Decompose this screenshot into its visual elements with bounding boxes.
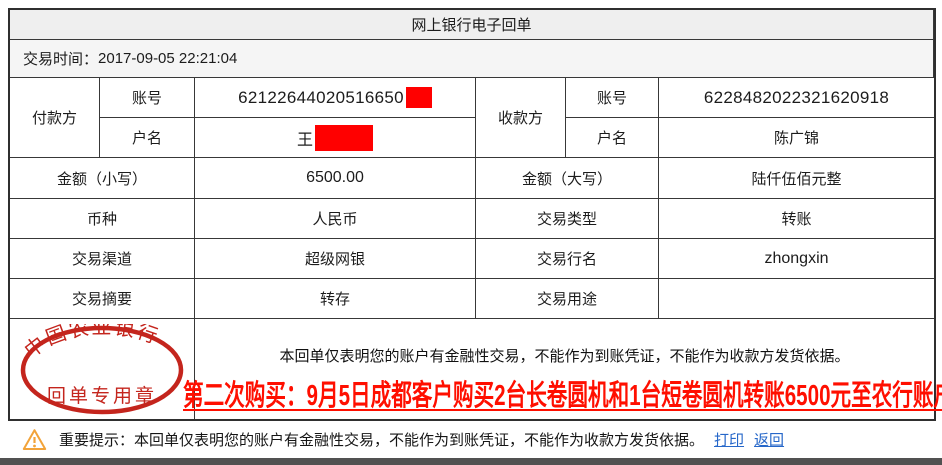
disclaimer-text: 本回单仅表明您的账户有金融性交易，不能作为到账凭证，不能作为收款方发货依据。	[279, 347, 850, 365]
payer-role-label: 付款方	[10, 78, 100, 158]
transaction-time-label: 交易时间：	[23, 51, 99, 68]
payer-name-value: 王	[195, 118, 476, 158]
channel-label: 交易渠道	[10, 239, 195, 279]
payer-name-text: 王	[296, 131, 313, 149]
payee-name-label: 户名	[566, 118, 659, 158]
handwritten-overlay-note: 第二次购买：9月5日成都客户购买2台长卷圆机和1台短卷圆机转账6500元至农行账…	[183, 380, 942, 412]
channel-value: 超级网银	[195, 239, 476, 279]
bank-stamp: 中国农业银行 回单专用章	[10, 319, 195, 419]
amount-big-label: 金额（大写）	[476, 158, 659, 199]
page-title: 网上银行电子回单	[10, 10, 934, 40]
amount-small-label: 金额（小写）	[10, 158, 195, 199]
payee-name-value: 陈广锦	[659, 118, 934, 158]
amount-big-value: 陆仟伍佰元整	[659, 158, 934, 199]
payee-account-label: 账号	[566, 78, 659, 118]
payee-role-label: 收款方	[476, 78, 566, 158]
purpose-label: 交易用途	[476, 279, 659, 319]
currency-value: 人民币	[195, 199, 476, 239]
receipt-table: 网上银行电子回单 交易时间： 2017-09-05 22:21:04 付款方 账号…	[8, 8, 936, 421]
payer-name-redaction-block	[315, 124, 373, 151]
print-link[interactable]: 打印	[714, 432, 745, 449]
warning-icon	[22, 429, 47, 450]
footer-notice-bar: 重要提示：本回单仅表明您的账户有金融性交易，不能作为到账凭证，不能作为收款方发货…	[22, 428, 784, 451]
transaction-time-row: 交易时间： 2017-09-05 22:21:04	[10, 40, 934, 78]
payer-name-label: 户名	[100, 118, 195, 158]
transaction-type-value: 转账	[659, 199, 934, 239]
purpose-value	[659, 279, 934, 319]
payer-account-number: 62122644020516650	[238, 87, 404, 107]
currency-label: 币种	[10, 199, 195, 239]
window-bottom-edge	[0, 458, 942, 465]
amount-small-value: 6500.00	[195, 158, 476, 199]
back-link[interactable]: 返回	[754, 432, 785, 449]
payer-account-value: 62122644020516650	[195, 78, 476, 118]
payer-account-redaction-block	[405, 87, 432, 108]
transaction-time-value: 2017-09-05 22:21:04	[98, 50, 238, 67]
summary-label: 交易摘要	[10, 279, 195, 319]
transaction-type-label: 交易类型	[476, 199, 659, 239]
summary-value: 转存	[195, 279, 476, 319]
footer-notice-text: 重要提示：本回单仅表明您的账户有金融性交易，不能作为到账凭证，不能作为收款方发货…	[59, 432, 705, 449]
bank-stamp-icon: 中国农业银行 回单专用章	[20, 324, 184, 415]
bank-name-value: zhongxin	[659, 239, 934, 279]
payee-account-value: 6228482022321620918	[659, 78, 934, 118]
payer-account-label: 账号	[100, 78, 195, 118]
bank-name-label: 交易行名	[476, 239, 659, 279]
stamp-line-text: 回单专用章	[47, 385, 157, 407]
